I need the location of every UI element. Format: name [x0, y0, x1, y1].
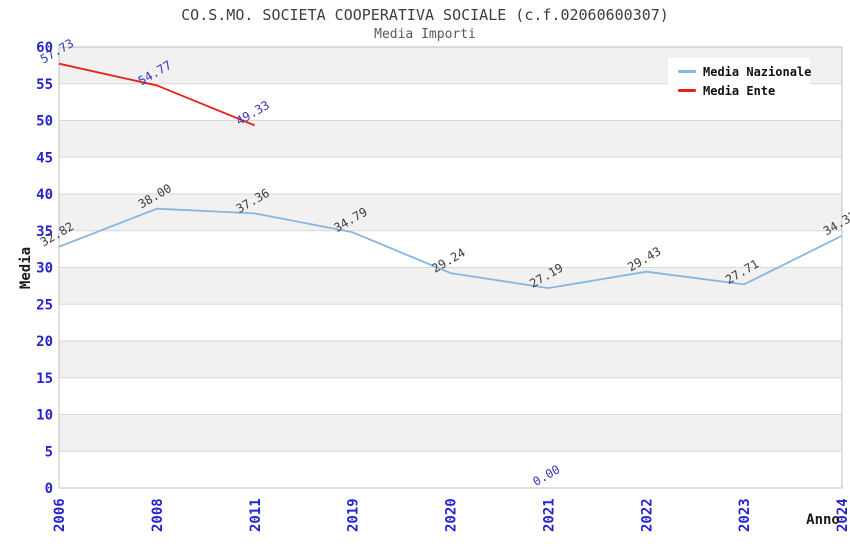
plot-band [59, 414, 842, 452]
plot-band [59, 341, 842, 378]
legend-item-media-nazionale: Media Nazionale [668, 62, 812, 81]
legend: Media Nazionale Media Ente [668, 58, 812, 106]
x-tick-label: 2019 [346, 498, 362, 532]
y-tick-label: 50 [36, 114, 53, 130]
legend-swatch-media-nazionale [678, 70, 696, 73]
plot-band [59, 194, 842, 231]
x-tick-label: 2022 [639, 498, 655, 532]
y-tick-label: 45 [36, 150, 53, 166]
y-axis-title: Media [18, 246, 34, 290]
legend-item-media-ente: Media Ente [668, 81, 810, 100]
series-line-media-nazionale [58, 207, 843, 290]
chart-title: CO.S.MO. SOCIETA COOPERATIVA SOCIALE (c.… [181, 6, 669, 24]
x-tick-label: 2021 [541, 498, 557, 532]
y-tick-label: 60 [36, 40, 53, 56]
x-tick-label: 2024 [835, 498, 850, 532]
x-tick-label: 2011 [248, 498, 264, 532]
chart-subtitle: Media Importi [374, 27, 476, 42]
y-tick-label: 35 [36, 224, 53, 240]
legend-swatch-media-ente [678, 89, 696, 92]
legend-label-media-ente: Media Ente [703, 83, 776, 98]
y-tick-label: 40 [36, 187, 53, 203]
y-tick-label: 55 [36, 77, 53, 93]
series-line-media-ente [58, 62, 256, 127]
x-tick-label: 2006 [52, 498, 68, 532]
x-axis-title: Anno [806, 512, 840, 528]
y-tick-label: 5 [45, 444, 53, 460]
y-tick-label: 25 [36, 297, 53, 313]
legend-label-media-nazionale: Media Nazionale [703, 64, 812, 79]
plot-border [58, 46, 843, 489]
x-tick-label: 2020 [444, 498, 460, 532]
y-tick-label: 15 [36, 371, 53, 387]
x-tick-label: 2008 [150, 498, 166, 532]
y-tick-label: 20 [36, 334, 53, 350]
y-tick-label: 10 [36, 408, 53, 424]
x-tick-label: 2023 [737, 498, 753, 532]
y-tick-label: 30 [36, 261, 53, 277]
plot-band [59, 120, 842, 158]
y-tick-label: 0 [45, 481, 53, 497]
data-point-label-media-ente: 0.00 [530, 462, 562, 489]
